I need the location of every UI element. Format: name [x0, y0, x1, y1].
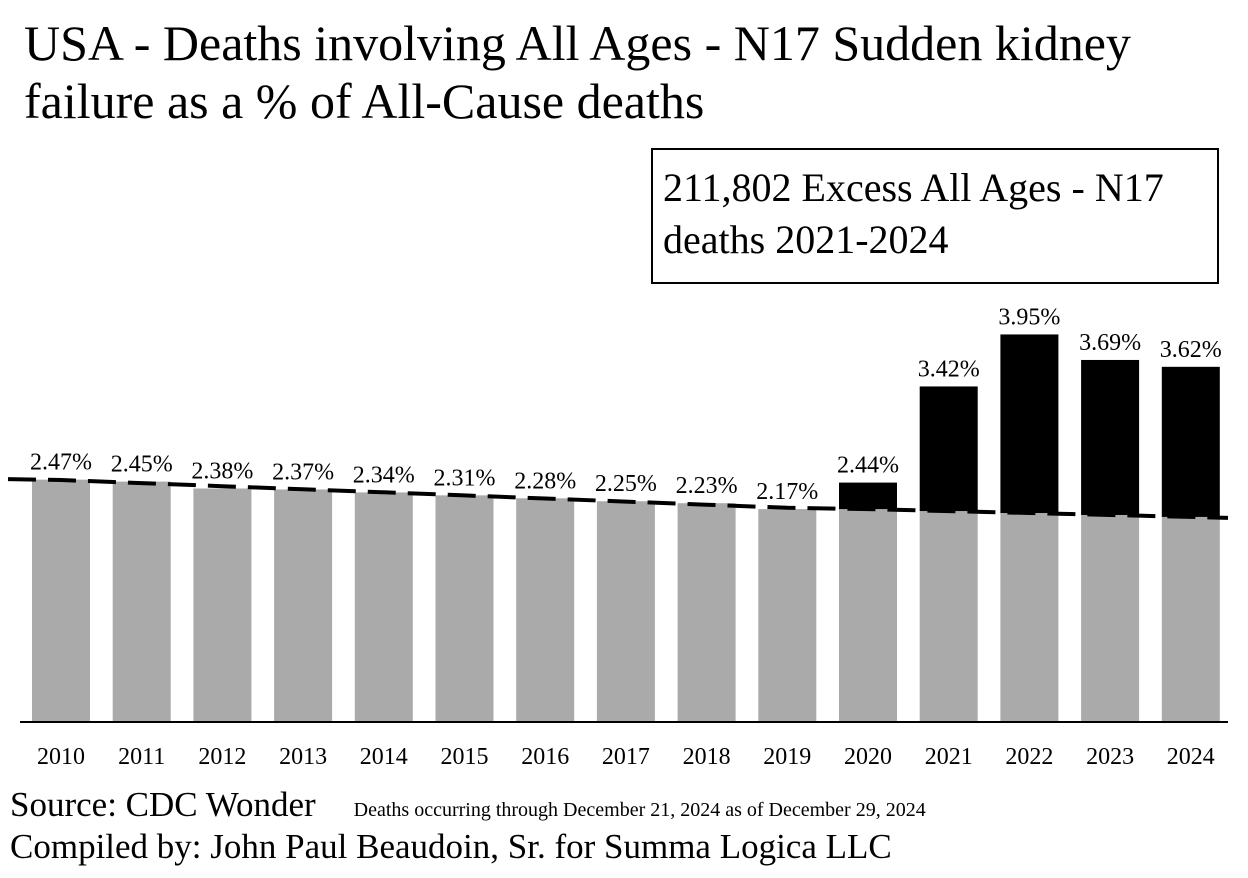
x-tick-2013: 2013: [279, 744, 327, 770]
bar-baseline-2013: [274, 489, 333, 722]
value-label-2019: 2.17%: [756, 479, 818, 505]
compiled-line: Compiled by: John Paul Beaudoin, Sr. for…: [10, 827, 1240, 869]
bar-excess-2020: [839, 482, 897, 510]
x-tick-2024: 2024: [1167, 744, 1215, 770]
bar-excess-2024: [1161, 366, 1220, 517]
bar-baseline-2018: [677, 503, 736, 722]
bar-baseline-2011: [112, 481, 171, 722]
bar-excess-2023: [1081, 359, 1140, 515]
value-label-2014: 2.34%: [353, 462, 415, 488]
value-label-2021: 3.42%: [918, 356, 980, 382]
trend-line: [7, 477, 1229, 520]
bar-excess-2022: [1000, 334, 1059, 514]
value-label-2010: 2.47%: [30, 450, 92, 476]
value-label-2011: 2.45%: [111, 452, 173, 478]
compiled-by: Compiled by: John Paul Beaudoin, Sr. for…: [10, 827, 892, 866]
bar-baseline-2020: [839, 509, 897, 722]
x-tick-2011: 2011: [118, 744, 165, 770]
bar-baseline-2024: [1161, 516, 1220, 722]
value-label-2013: 2.37%: [272, 459, 334, 485]
source-line: Source: CDC Wonder Deaths occurring thro…: [10, 785, 1240, 827]
value-label-2018: 2.23%: [676, 473, 738, 499]
x-tick-2018: 2018: [683, 744, 731, 770]
source-label: Source: CDC Wonder: [10, 785, 316, 824]
excess-deaths-callout: 211,802 Excess All Ages - N17 deaths 202…: [651, 148, 1219, 284]
x-tick-2016: 2016: [521, 744, 569, 770]
chart-title: USA - Deaths involving All Ages - N17 Su…: [24, 15, 1131, 129]
value-label-2017: 2.25%: [595, 471, 657, 497]
x-tick-2019: 2019: [763, 744, 811, 770]
value-labels-group: 2.47% 2.45% 2.38% 2.37% 2.34% 2.31% 2.28% 2.25%…: [30, 304, 1222, 505]
x-tick-labels-group: 2010 2011 2012 2013 2014 2015 2016 2017 2018 2019…: [37, 744, 1215, 770]
bar-baseline-2016: [516, 498, 575, 722]
x-tick-2017: 2017: [602, 744, 650, 770]
x-tick-2014: 2014: [360, 744, 408, 770]
bar-baseline-2019: [758, 509, 817, 722]
bar-baseline-2010: [32, 479, 90, 722]
bar-baseline-2023: [1081, 514, 1140, 722]
x-tick-2010: 2010: [37, 744, 85, 770]
value-label-2022: 3.95%: [998, 304, 1060, 330]
x-tick-2023: 2023: [1086, 744, 1134, 770]
x-tick-2012: 2012: [198, 744, 246, 770]
x-tick-2022: 2022: [1005, 744, 1053, 770]
bars-group: [32, 334, 1220, 722]
trend-line-group: [7, 477, 1229, 520]
bar-baseline-2022: [1000, 513, 1059, 722]
x-tick-2015: 2015: [441, 744, 489, 770]
bar-baseline-2017: [596, 501, 655, 722]
value-label-2023: 3.69%: [1079, 330, 1141, 356]
bar-baseline-2012: [193, 488, 252, 722]
value-label-2016: 2.28%: [514, 468, 576, 494]
data-note: Deaths occurring through December 21, 20…: [353, 799, 926, 821]
bar-baseline-2014: [354, 492, 413, 722]
footer: Source: CDC Wonder Deaths occurring thro…: [10, 785, 1240, 869]
value-label-2024: 3.62%: [1160, 337, 1222, 363]
bar-baseline-2021: [919, 511, 978, 722]
value-label-2012: 2.38%: [191, 458, 253, 484]
bar-baseline-2015: [435, 495, 494, 722]
x-tick-2021: 2021: [925, 744, 973, 770]
bar-chart: 2.47% 2.45% 2.38% 2.37% 2.34% 2.31% 2.28% 2.25%…: [7, 304, 1229, 770]
value-label-2015: 2.31%: [434, 465, 496, 491]
x-tick-2020: 2020: [844, 744, 892, 770]
value-label-2020: 2.44%: [837, 453, 899, 479]
bar-excess-2021: [919, 386, 978, 512]
